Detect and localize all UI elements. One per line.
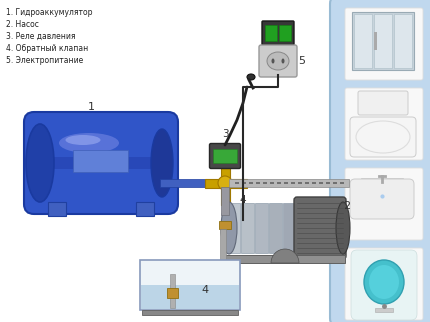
Bar: [205, 179, 247, 188]
Text: 4. Обратный клапан: 4. Обратный клапан: [6, 44, 88, 53]
Text: 1. Гидроаккумулятор: 1. Гидроаккумулятор: [6, 8, 92, 17]
Bar: [136, 202, 154, 216]
Bar: [277, 182, 281, 184]
Text: 3. Реле давления: 3. Реле давления: [6, 32, 76, 41]
Bar: [291, 182, 295, 184]
Bar: [142, 310, 238, 315]
Bar: [374, 14, 392, 68]
Ellipse shape: [369, 265, 399, 299]
FancyBboxPatch shape: [358, 91, 408, 115]
Text: 1: 1: [87, 102, 95, 112]
Ellipse shape: [151, 129, 173, 197]
Bar: [241, 203, 254, 253]
FancyBboxPatch shape: [209, 144, 240, 168]
Ellipse shape: [221, 202, 237, 254]
Ellipse shape: [267, 52, 289, 70]
Bar: [394, 14, 412, 68]
Bar: [263, 182, 267, 184]
FancyBboxPatch shape: [345, 88, 423, 160]
Bar: [265, 25, 277, 41]
Bar: [170, 274, 175, 308]
FancyBboxPatch shape: [351, 250, 417, 320]
FancyBboxPatch shape: [259, 45, 297, 77]
Bar: [242, 182, 246, 184]
Bar: [167, 288, 178, 298]
Bar: [48, 202, 66, 216]
Text: 2: 2: [343, 201, 350, 211]
Ellipse shape: [65, 135, 101, 145]
Ellipse shape: [59, 133, 119, 153]
Bar: [255, 203, 268, 253]
FancyBboxPatch shape: [350, 117, 416, 157]
FancyBboxPatch shape: [345, 248, 423, 320]
Ellipse shape: [247, 74, 255, 80]
Text: 3: 3: [222, 129, 228, 139]
Bar: [141, 285, 239, 309]
Bar: [256, 182, 260, 184]
Wedge shape: [271, 249, 299, 263]
Text: 4: 4: [201, 285, 209, 295]
Bar: [140, 260, 240, 310]
Text: 4: 4: [239, 195, 246, 205]
Bar: [375, 308, 393, 312]
Bar: [160, 179, 210, 187]
Bar: [340, 182, 344, 184]
Bar: [270, 182, 274, 184]
Bar: [269, 203, 282, 253]
FancyBboxPatch shape: [294, 197, 346, 259]
Bar: [374, 32, 377, 50]
FancyBboxPatch shape: [24, 112, 178, 214]
Bar: [354, 14, 372, 68]
Bar: [220, 229, 226, 284]
Ellipse shape: [26, 124, 54, 202]
Bar: [361, 178, 403, 184]
FancyBboxPatch shape: [262, 21, 294, 45]
FancyBboxPatch shape: [350, 179, 414, 219]
FancyBboxPatch shape: [345, 168, 423, 240]
Bar: [319, 182, 323, 184]
Bar: [279, 25, 291, 41]
Bar: [235, 182, 239, 184]
Bar: [213, 149, 237, 163]
FancyBboxPatch shape: [330, 0, 430, 322]
Text: 5: 5: [298, 56, 305, 66]
Bar: [227, 203, 240, 253]
Ellipse shape: [336, 202, 350, 254]
Bar: [34, 157, 168, 169]
Text: 2. Насос: 2. Насос: [6, 20, 39, 29]
Bar: [305, 182, 309, 184]
Bar: [284, 182, 288, 184]
Ellipse shape: [271, 59, 274, 63]
Bar: [219, 221, 231, 229]
Bar: [283, 203, 296, 253]
Ellipse shape: [282, 59, 285, 63]
FancyBboxPatch shape: [345, 8, 423, 80]
Text: 5. Электропитание: 5. Электропитание: [6, 56, 83, 65]
Bar: [312, 182, 316, 184]
Bar: [73, 150, 128, 172]
Bar: [221, 161, 230, 205]
Bar: [229, 179, 349, 187]
Ellipse shape: [364, 260, 404, 304]
Bar: [352, 12, 414, 70]
Bar: [225, 255, 345, 263]
Bar: [333, 182, 337, 184]
Bar: [298, 182, 302, 184]
Bar: [249, 182, 253, 184]
Bar: [221, 187, 229, 215]
Bar: [326, 182, 330, 184]
Ellipse shape: [218, 176, 232, 190]
